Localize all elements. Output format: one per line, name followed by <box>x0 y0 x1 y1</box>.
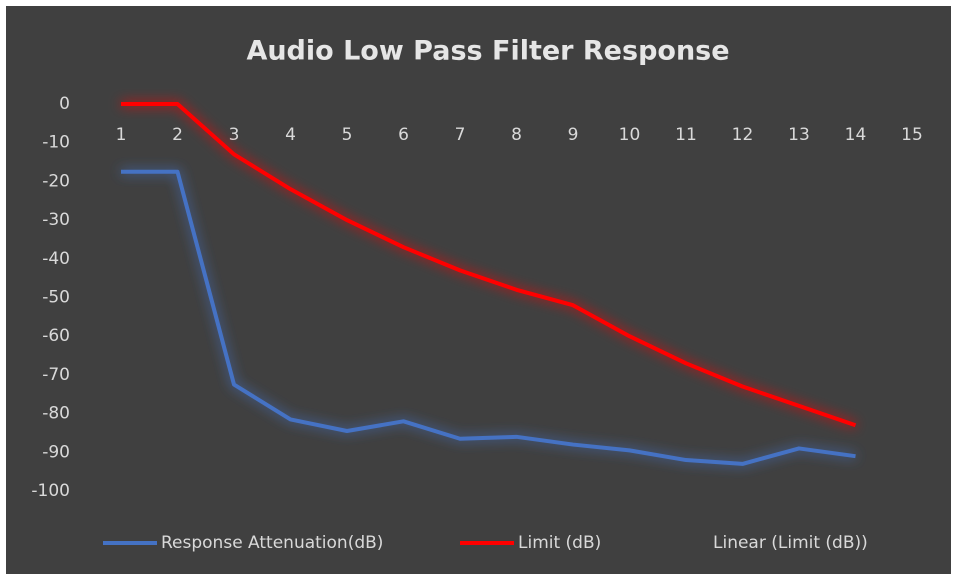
y-tick-label: -70 <box>42 365 70 385</box>
x-tick-label: 11 <box>675 125 697 145</box>
x-tick-label: 5 <box>342 125 353 145</box>
x-tick-label: 10 <box>619 125 641 145</box>
chart-title: Audio Low Pass Filter Response <box>246 36 729 67</box>
y-tick-label: -20 <box>42 171 70 191</box>
x-tick-label: 15 <box>901 125 923 145</box>
x-tick-label: 4 <box>285 125 296 145</box>
y-tick-label: -90 <box>42 442 70 462</box>
series-line <box>121 169 856 466</box>
x-tick-label: 13 <box>788 125 810 145</box>
x-tick-label: 7 <box>455 125 466 145</box>
x-tick-label: 12 <box>732 125 754 145</box>
x-tick-label: 14 <box>845 125 867 145</box>
y-tick-label: -100 <box>31 481 70 501</box>
x-tick-label: 6 <box>398 125 409 145</box>
y-tick-label: -50 <box>42 288 70 308</box>
x-tick-label: 8 <box>511 125 522 145</box>
chart-background <box>6 6 951 574</box>
y-tick-label: -30 <box>42 210 70 230</box>
y-tick-label: -10 <box>42 133 70 153</box>
x-tick-label: 3 <box>229 125 240 145</box>
x-tick-label: 2 <box>172 125 183 145</box>
x-tick-label: 9 <box>568 125 579 145</box>
y-tick-label: -80 <box>42 404 70 424</box>
legend-label: Linear (Limit (dB)) <box>713 533 868 553</box>
x-tick-label: 1 <box>116 125 127 145</box>
legend-label: Response Attenuation(dB) <box>161 533 383 553</box>
legend-label: Limit (dB) <box>518 533 601 553</box>
series-line <box>121 102 857 428</box>
y-tick-label: -60 <box>42 326 70 346</box>
y-tick-label: -40 <box>42 249 70 269</box>
y-tick-label: 0 <box>59 94 70 114</box>
